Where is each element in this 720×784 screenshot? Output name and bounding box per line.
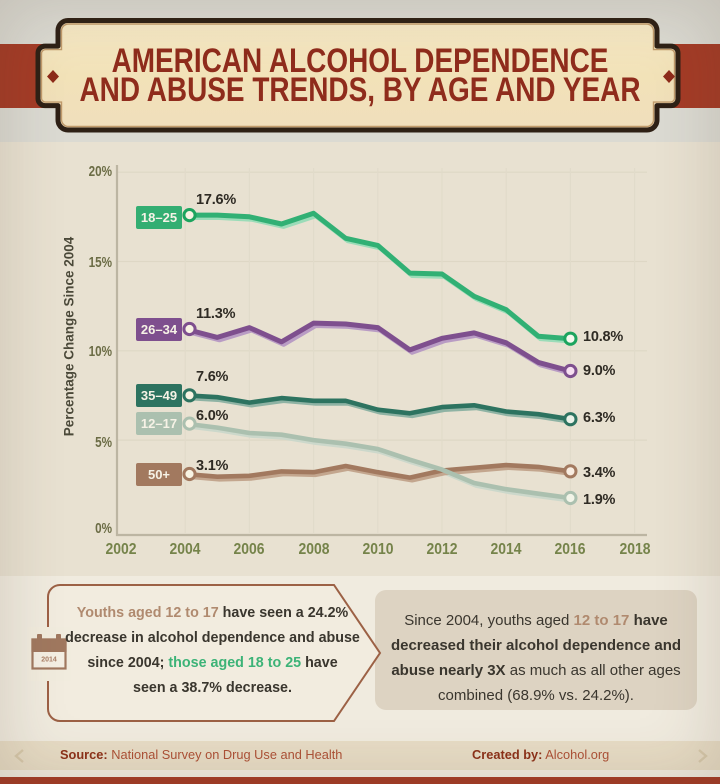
- svg-text:2014: 2014: [41, 657, 57, 664]
